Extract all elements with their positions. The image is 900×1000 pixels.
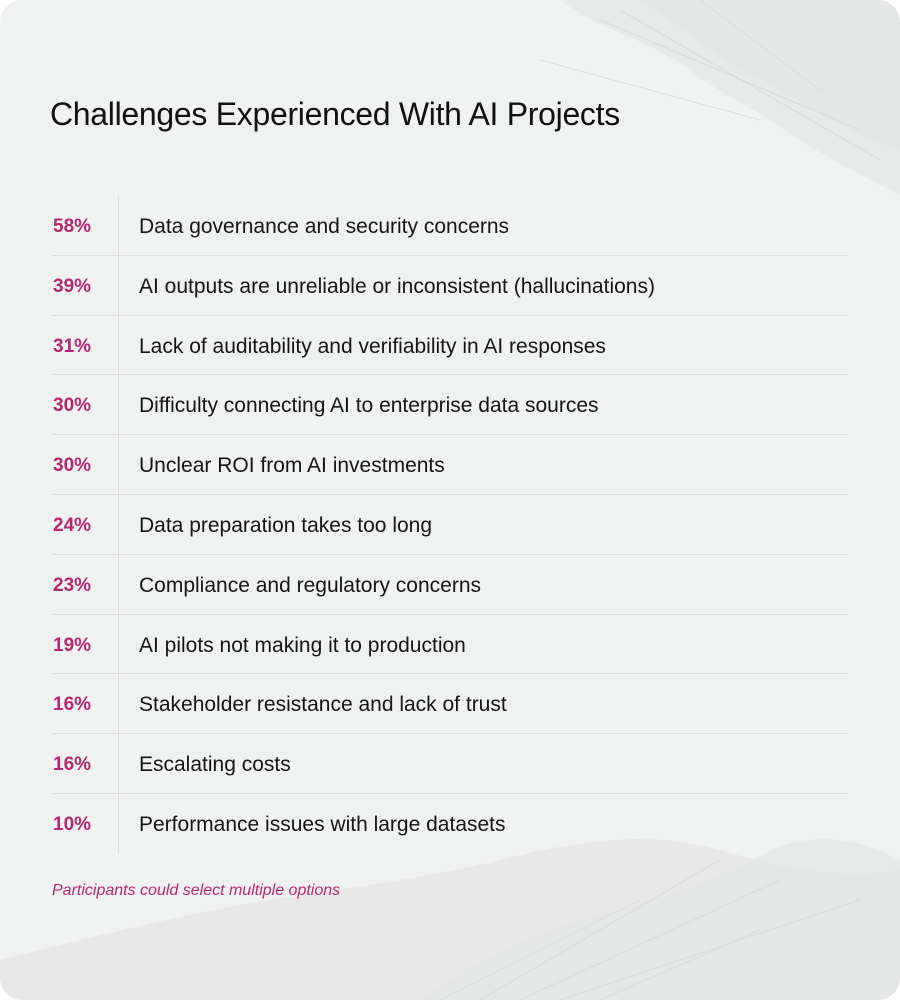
challenge-label: Unclear ROI from AI investments: [139, 454, 445, 478]
percentage-value: 39%: [53, 275, 92, 297]
challenge-row: 31% Lack of auditability and verifiabilit…: [52, 315, 848, 376]
column-divider: [118, 196, 119, 255]
column-divider: [118, 674, 119, 734]
challenge-row: 16% Escalating costs: [52, 734, 848, 794]
challenge-list: 58% Data governance and security concerns…: [52, 196, 848, 854]
column-divider: [118, 375, 119, 435]
challenge-row: 16% Stakeholder resistance and lack of tr…: [52, 674, 848, 735]
challenge-row: 10% Performance issues with large dataset…: [52, 793, 848, 854]
challenge-row: 24% Data preparation takes too long: [52, 494, 848, 555]
column-divider: [118, 793, 119, 854]
challenge-label: Difficulty connecting AI to enterprise d…: [139, 394, 599, 418]
percentage-value: 30%: [53, 395, 92, 417]
percentage-value: 58%: [53, 216, 92, 237]
column-divider: [118, 255, 119, 315]
percentage-value: 24%: [53, 514, 92, 536]
challenge-label: Escalating costs: [139, 753, 291, 777]
challenge-row: 58% Data governance and security concerns: [52, 196, 848, 256]
percentage-value: 31%: [53, 335, 92, 357]
column-divider: [118, 494, 119, 554]
chart-title: Challenges Experienced With AI Projects: [50, 96, 620, 132]
challenge-label: Performance issues with large datasets: [139, 812, 506, 836]
challenge-label: Data governance and security concerns: [139, 215, 510, 238]
column-divider: [118, 614, 119, 674]
column-divider: [118, 554, 119, 614]
challenge-row: 39% AI outputs are unreliable or inconsis…: [52, 255, 848, 316]
challenge-row: 30% Unclear ROI from AI investments: [52, 435, 848, 495]
percentage-value: 23%: [53, 574, 92, 596]
challenge-row: 19% AI pilots not making it to production: [52, 614, 848, 675]
column-divider: [118, 734, 119, 793]
percentage-value: 16%: [53, 694, 92, 716]
challenge-row: 23% Compliance and regulatory concerns: [52, 554, 848, 615]
challenge-label: AI pilots not making it to production: [139, 633, 466, 657]
challenge-label: AI outputs are unreliable or inconsisten…: [139, 274, 655, 298]
challenge-row: 30% Difficulty connecting AI to enterpris…: [52, 375, 848, 436]
challenge-label: Lack of auditability and verifiability i…: [139, 334, 606, 358]
percentage-value: 19%: [53, 634, 92, 656]
challenge-label: Stakeholder resistance and lack of trust: [139, 693, 507, 717]
column-divider: [118, 435, 119, 494]
percentage-value: 30%: [53, 455, 92, 477]
column-divider: [118, 315, 119, 375]
footnote: Participants could select multiple optio…: [52, 882, 341, 899]
percentage-value: 10%: [53, 813, 92, 835]
challenge-label: Compliance and regulatory concerns: [139, 573, 482, 597]
challenge-label: Data preparation takes too long: [139, 513, 433, 537]
percentage-value: 16%: [53, 754, 92, 776]
